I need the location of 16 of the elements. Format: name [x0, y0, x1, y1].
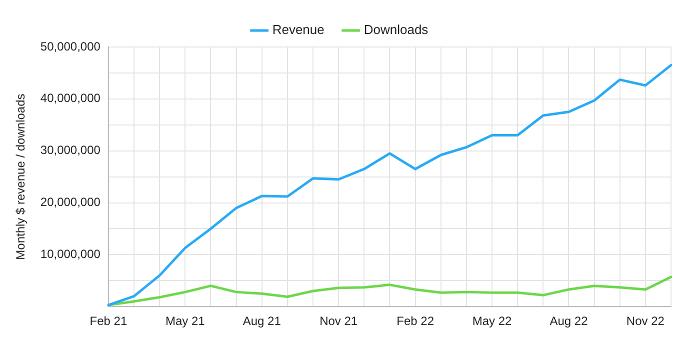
y-tick-label: 20,000,000 — [40, 195, 101, 210]
y-tick-label: 50,000,000 — [40, 39, 101, 54]
y-tick-label: 40,000,000 — [40, 91, 101, 106]
y-axis-title: Monthly $ revenue / downloads — [14, 94, 28, 260]
x-tick-label: Aug 22 — [550, 314, 588, 328]
y-tick-label: 10,000,000 — [40, 246, 101, 261]
x-tick-label: Nov 21 — [320, 314, 358, 328]
x-tick-label: Feb 22 — [396, 314, 434, 328]
x-tick-label: Feb 21 — [90, 314, 128, 328]
x-tick-label: Aug 21 — [242, 314, 282, 328]
legend-label: Downloads — [364, 22, 429, 38]
x-tick-label: Nov 22 — [626, 314, 665, 328]
x-tick-label: May 21 — [165, 314, 206, 328]
y-tick-label: 30,000,000 — [40, 143, 101, 158]
x-tick-label: May 22 — [472, 314, 512, 328]
legend-label: Revenue — [272, 22, 324, 38]
